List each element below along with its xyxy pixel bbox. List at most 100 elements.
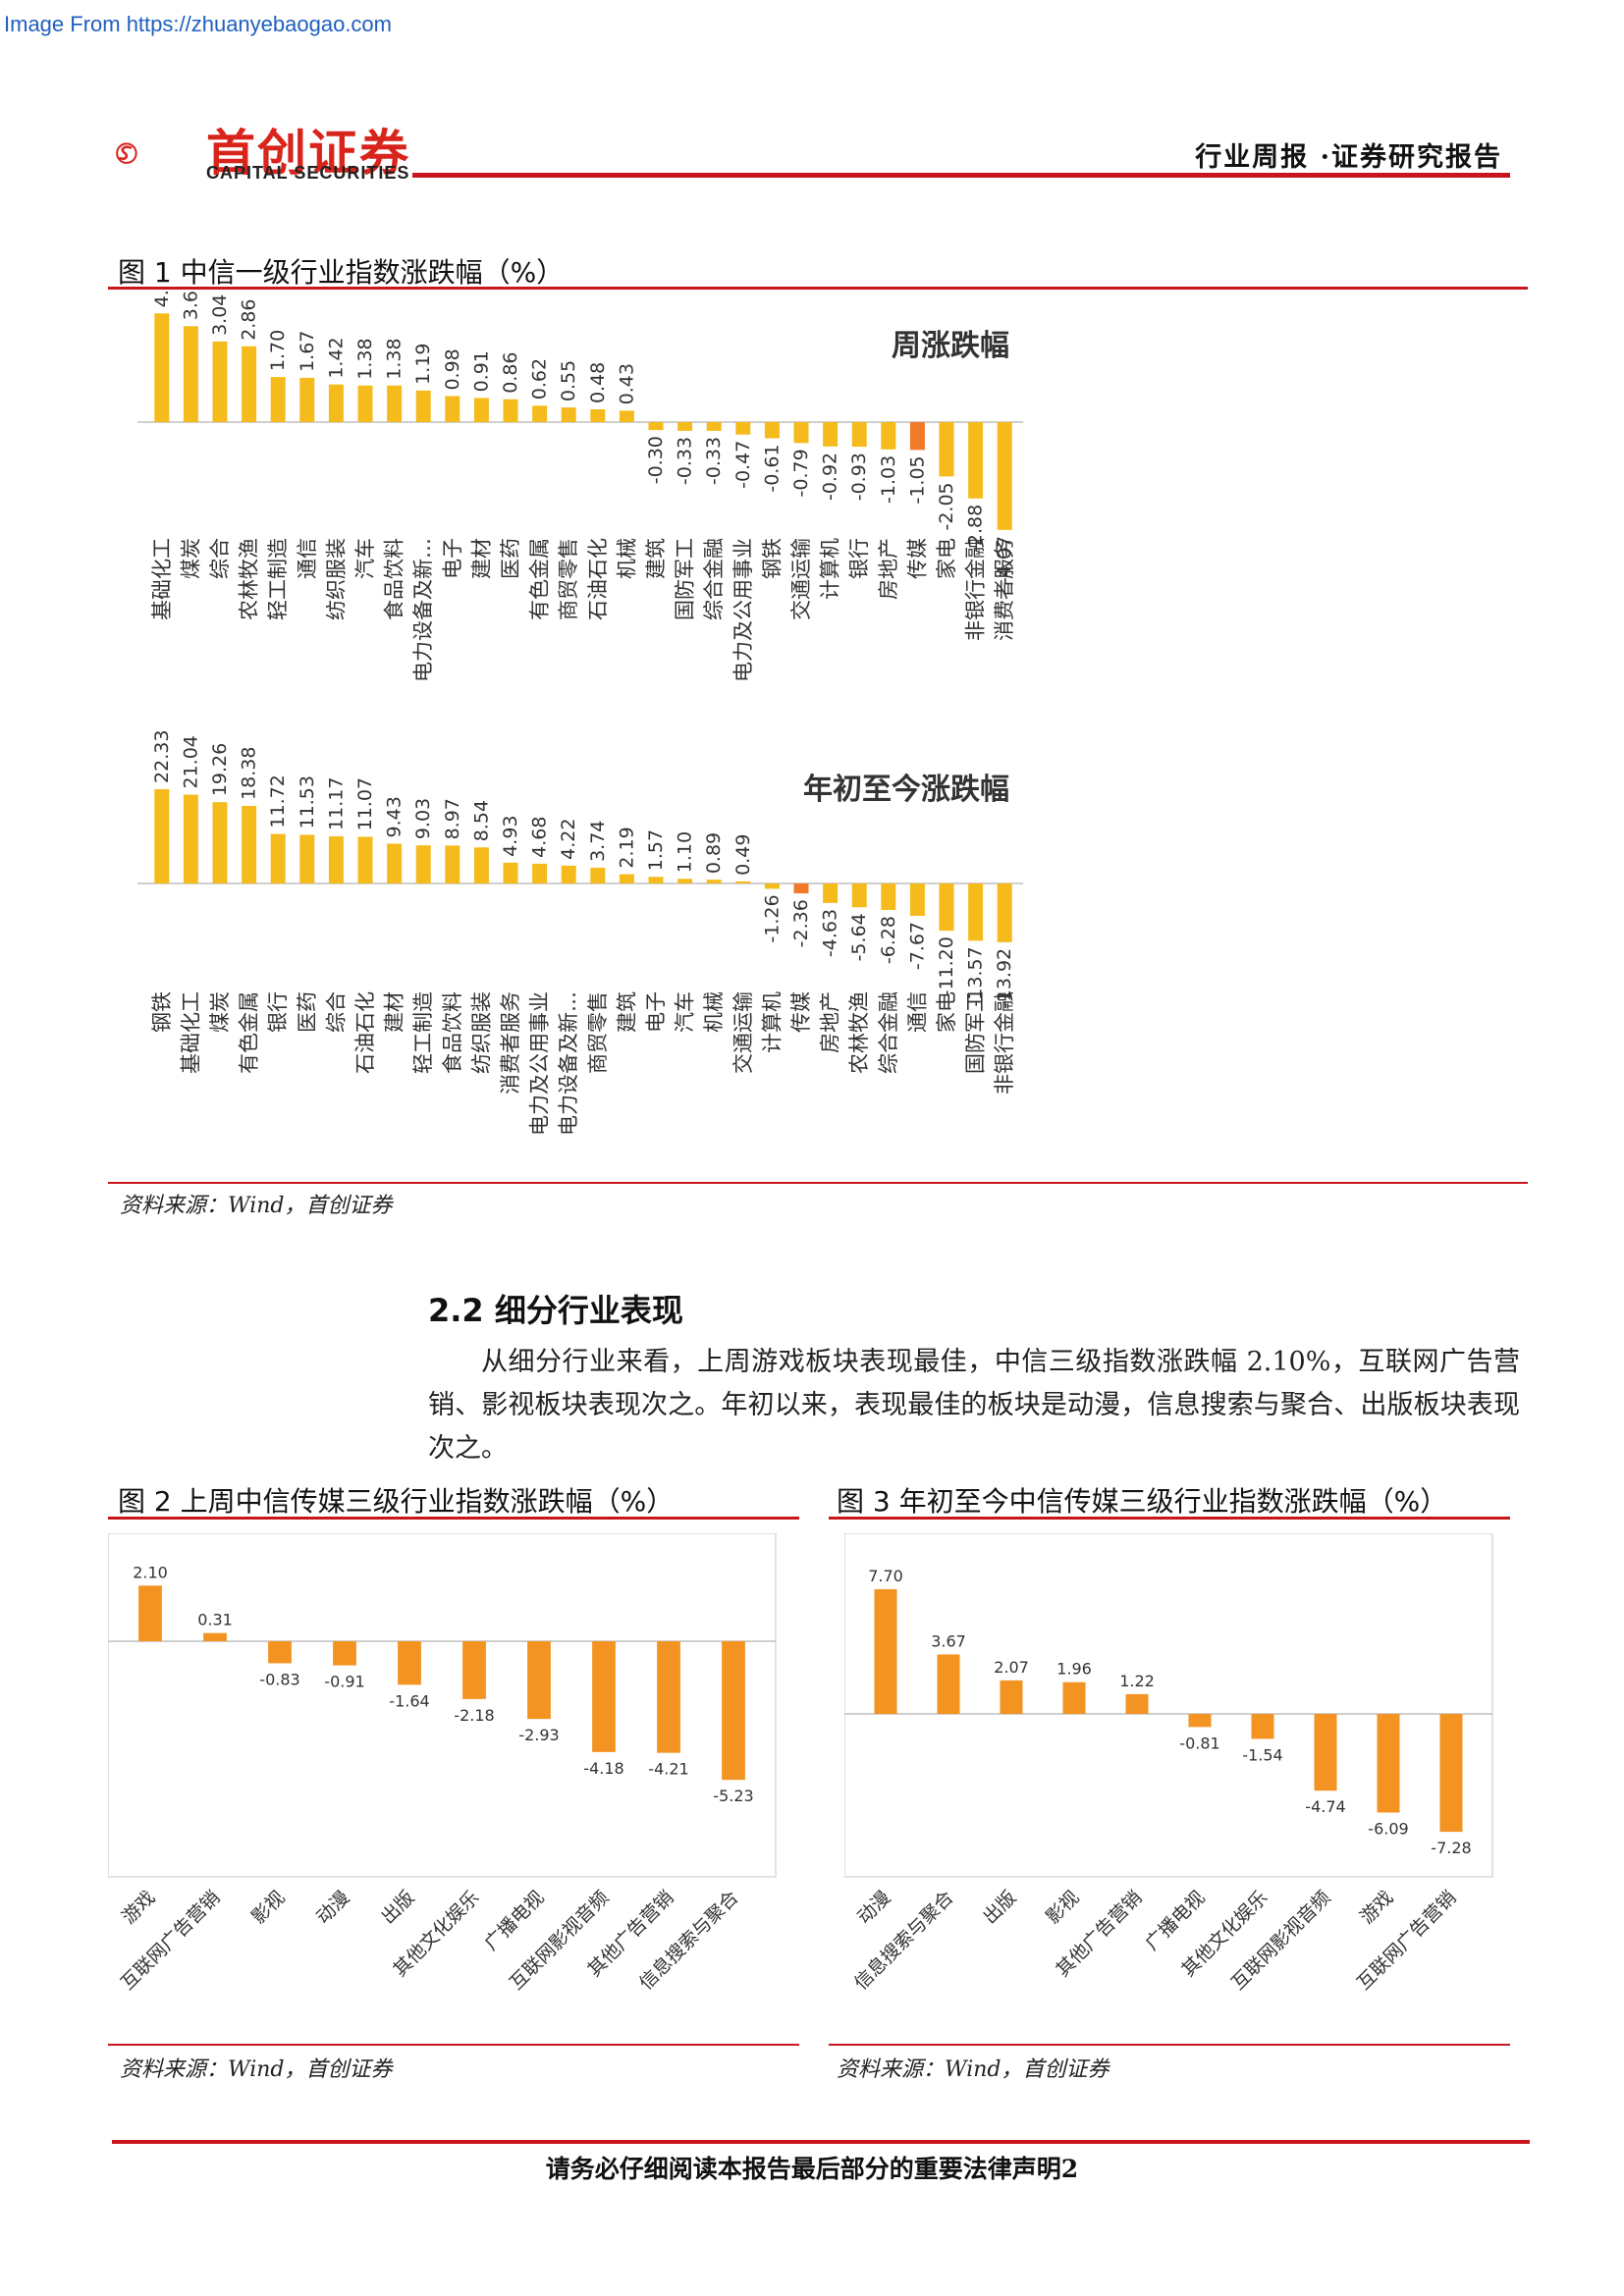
ytd-category-label: 电力设备及新… xyxy=(557,991,580,1136)
weekly-category-label: 汽车 xyxy=(353,538,377,579)
ytd-bar xyxy=(793,883,809,894)
weekly-category-label: 传媒 xyxy=(905,538,929,579)
weekly-bar xyxy=(706,422,722,431)
weekly-category-label: 基础化工 xyxy=(150,538,174,620)
weekly-category-label: 交通运输 xyxy=(789,538,813,620)
ytd-value-label: -5.64 xyxy=(848,913,870,961)
weekly-bar xyxy=(968,422,984,499)
ytd-category-label: 有色金属 xyxy=(238,991,261,1074)
ytd-value-label: 9.43 xyxy=(384,796,406,837)
weekly-bar xyxy=(939,422,954,477)
weekly-category-label: 电力及公用事业 xyxy=(731,538,755,682)
weekly-bar xyxy=(793,422,809,444)
ytd-category-label: 消费者服务 xyxy=(499,991,522,1095)
weekly-value-label: 3.62 xyxy=(180,291,201,320)
ytd-value-label: -1.26 xyxy=(761,894,783,942)
ytd-value-label: 3.74 xyxy=(587,821,609,862)
media-week-bar xyxy=(527,1641,551,1720)
logo-english-name: CAPITAL SECURITIES xyxy=(206,163,410,183)
ytd-value-label: 4.68 xyxy=(529,817,551,858)
media-week-bar xyxy=(268,1641,292,1664)
weekly-category-label: 通信 xyxy=(296,538,319,579)
weekly-value-label: 0.43 xyxy=(616,363,637,404)
ytd-bar xyxy=(242,805,257,883)
ytd-bar xyxy=(735,881,751,883)
ytd-category-label: 机械 xyxy=(702,991,726,1033)
media-ytd-value-label: -4.74 xyxy=(1305,1797,1345,1816)
ytd-value-label: 0.49 xyxy=(732,834,754,876)
ytd-bar xyxy=(357,836,373,883)
ytd-bar xyxy=(997,883,1012,942)
ytd-value-label: 11.53 xyxy=(297,775,318,828)
ytd-bar xyxy=(328,835,344,883)
media-weekly-bar-chart: 2.10游戏0.31互联网广告营销-0.83影视-0.91动漫-1.64出版-2… xyxy=(108,1533,777,1995)
ytd-value-label: -11.20 xyxy=(936,936,957,996)
media-week-value-label: -4.18 xyxy=(583,1759,623,1778)
ytd-value-label: -13.57 xyxy=(965,946,987,1006)
media-week-bar xyxy=(462,1641,486,1699)
ytd-category-label: 汽车 xyxy=(674,991,697,1033)
weekly-bar xyxy=(851,422,867,448)
media-week-value-label: -2.93 xyxy=(518,1726,559,1744)
weekly-bar xyxy=(387,385,403,422)
ytd-value-label: 21.04 xyxy=(180,735,201,788)
weekly-bar xyxy=(823,422,839,447)
media-ytd-bar xyxy=(874,1588,897,1714)
ytd-value-label: 1.57 xyxy=(645,829,667,871)
figure1-title-rule xyxy=(108,287,1528,290)
weekly-value-label: 0.55 xyxy=(558,360,579,401)
ytd-category-label: 家电 xyxy=(935,991,958,1033)
ytd-panel-title: 年初至今涨跌幅 xyxy=(803,773,1009,807)
ytd-category-label: 交通运输 xyxy=(731,991,755,1074)
capital-securities-logo-icon xyxy=(116,142,137,164)
weekly-value-label: -4.07 xyxy=(994,536,1015,584)
weekly-category-label: 钢铁 xyxy=(760,538,784,579)
footer-rule xyxy=(112,2140,1530,2144)
ytd-category-label: 综合金融 xyxy=(877,991,900,1074)
ytd-value-label: -4.63 xyxy=(820,909,841,957)
figure2-title: 图 2 上周中信传媒三级行业指数涨跌幅（%） xyxy=(118,1485,675,1518)
weekly-value-label: -0.47 xyxy=(732,441,754,489)
ytd-category-label: 综合 xyxy=(324,991,348,1033)
figure1-title: 图 1 中信一级行业指数涨跌幅（%） xyxy=(118,256,565,289)
media-week-category-label: 影视 xyxy=(247,1887,289,1928)
ytd-category-label: 纺织服装 xyxy=(469,991,493,1074)
weekly-category-label: 机械 xyxy=(615,538,638,579)
ytd-value-label: -2.36 xyxy=(790,899,812,947)
ytd-value-label: 9.03 xyxy=(412,798,434,839)
section-heading: 2.2 细分行业表现 xyxy=(428,1292,683,1329)
ytd-bar xyxy=(968,883,984,941)
weekly-value-label: -1.03 xyxy=(878,455,899,504)
ytd-value-label: 22.33 xyxy=(151,730,173,783)
ytd-bar xyxy=(706,880,722,883)
weekly-category-label: 石油石化 xyxy=(586,538,610,620)
media-week-plot-frame xyxy=(108,1533,777,1878)
ytd-category-label: 钢铁 xyxy=(150,991,174,1033)
weekly-category-label: 纺织服装 xyxy=(324,538,348,620)
weekly-bar xyxy=(590,409,606,422)
weekly-value-label: 1.38 xyxy=(384,338,406,379)
weekly-value-label: -1.05 xyxy=(906,455,928,504)
ytd-bar xyxy=(270,833,286,883)
section-paragraph: 从细分行业来看，上周游戏板块表现最佳，中信三级指数涨跌幅 2.10%，互联网广告… xyxy=(428,1341,1520,1470)
weekly-bar xyxy=(735,422,751,435)
ytd-category-label: 非银行金融 xyxy=(993,991,1016,1095)
weekly-bar xyxy=(648,422,664,431)
weekly-value-label: 2.86 xyxy=(239,298,260,340)
ytd-value-label: 4.93 xyxy=(500,815,521,856)
weekly-bar xyxy=(357,385,373,422)
media-ytd-value-label: 2.07 xyxy=(994,1658,1029,1677)
weekly-category-label: 非银行金融 xyxy=(964,538,988,641)
weekly-bar xyxy=(764,422,780,439)
media-ytd-bar xyxy=(1000,1680,1023,1714)
ytd-bar xyxy=(677,879,693,883)
media-week-bar xyxy=(592,1641,616,1752)
ytd-bar xyxy=(939,883,954,932)
weekly-category-label: 轻工制造 xyxy=(266,538,290,620)
ytd-category-label: 建材 xyxy=(383,991,406,1033)
ytd-category-label: 煤炭 xyxy=(208,991,232,1033)
ytd-bar xyxy=(561,865,576,883)
header-divider xyxy=(412,173,1510,178)
weekly-industry-bar-chart: 周涨跌幅 4.10 基础化工 3.62 煤炭 3.04 综合 2.86 农林牧渔 1.70 轻工制造… xyxy=(137,291,1023,1136)
weekly-category-label: 医药 xyxy=(499,538,522,579)
